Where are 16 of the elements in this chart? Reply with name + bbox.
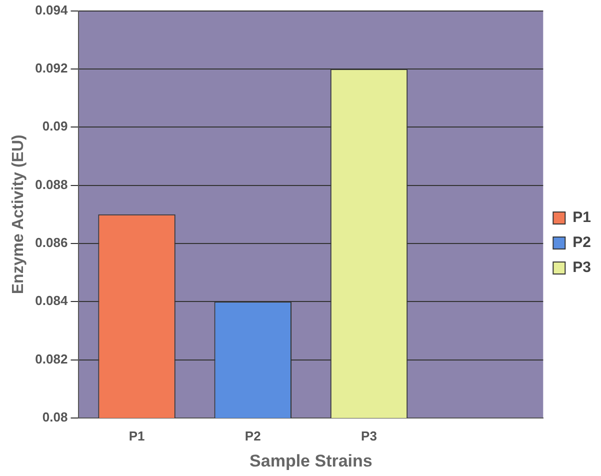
x-tick-label: P2	[244, 428, 261, 444]
y-tick-label: 0.084	[35, 293, 68, 308]
x-axis-title: Sample Strains	[250, 451, 372, 470]
legend-label: P2	[572, 234, 592, 252]
y-tick-label: 0.086	[35, 235, 68, 250]
legend-label: P3	[572, 259, 592, 276]
y-tick-label: 0.08	[42, 410, 68, 425]
x-tick-label: P3	[361, 428, 377, 444]
y-tick-label: 0.09	[42, 118, 68, 134]
y-tick-label: 0.088	[35, 176, 68, 192]
y-tick-label: 0.082	[35, 351, 68, 366]
y-tick-label: 0.092	[35, 60, 68, 76]
y-axis-title: Enzyme Activity (EU)	[10, 134, 28, 294]
x-tick-label: P1	[128, 428, 145, 444]
legend-label: P1	[572, 209, 592, 226]
y-tick-label: 0.094	[35, 2, 68, 18]
